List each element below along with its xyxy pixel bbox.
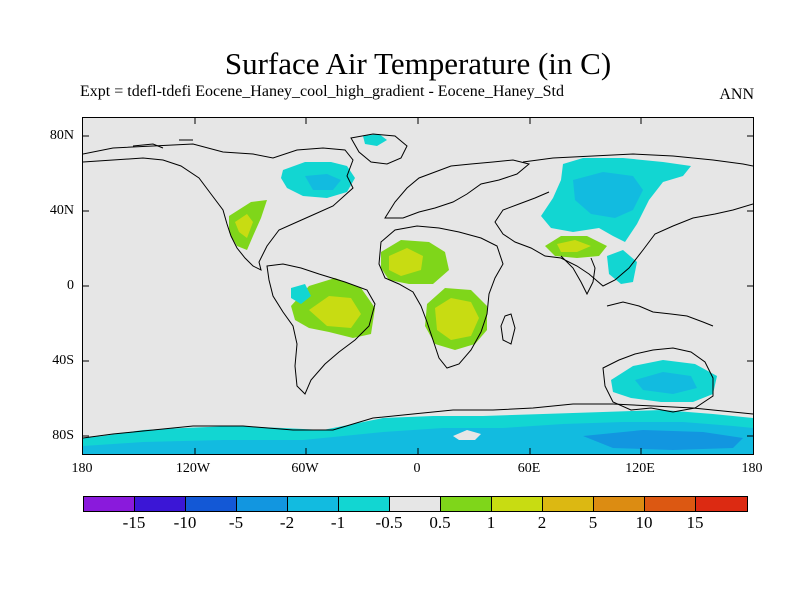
anomaly-cool-arctic-dot (363, 134, 387, 146)
colorbar-label-2: -10 (173, 513, 197, 532)
colorbar-box-3 (186, 497, 237, 511)
lat-label-80n: 80N (49, 128, 74, 143)
map-canvas (83, 118, 753, 454)
coastline-antarctica (83, 403, 753, 439)
lon-label-60w: 60W (291, 461, 319, 476)
lon-label-60e: 60E (517, 461, 541, 476)
anomaly-cool-se-asia (607, 250, 637, 284)
colorbar-box-8 (441, 497, 492, 511)
coastline-africa (378, 225, 504, 369)
coastline-madagascar (500, 313, 516, 345)
colorbar-label-7: 0.5 (429, 513, 451, 532)
coastline-australia (602, 347, 714, 413)
anomaly-warm-south-america-core (309, 296, 361, 328)
anomaly-neutral-patch (453, 430, 481, 440)
lat-label-80s: 80S (52, 428, 74, 443)
coastline-south-america (266, 263, 376, 395)
lon-label-0: 0 (413, 461, 421, 476)
anomaly-warm-western-north-america-core (235, 214, 253, 238)
lon-label-180e: 180 (741, 461, 763, 476)
anomaly-cool-south-atlantic (291, 284, 311, 304)
colorbar-label-11: 10 (635, 513, 653, 532)
colorbar (83, 496, 748, 512)
coastline-greenland (350, 133, 408, 165)
coastline-asia (494, 153, 753, 287)
temperature-map (82, 117, 754, 455)
colorbar-label-8: 1 (486, 513, 496, 532)
lat-label-0: 0 (67, 278, 74, 293)
lat-label-40s: 40S (52, 353, 74, 368)
coastline-india (560, 255, 596, 296)
season-label: ANN (719, 86, 754, 103)
colorbar-box-7 (390, 497, 441, 511)
lon-label-180w: 180 (71, 461, 93, 476)
lon-label-120w: 120W (175, 461, 211, 476)
colorbar-box-11 (594, 497, 645, 511)
colorbar-label-3: -5 (228, 513, 244, 532)
colorbar-box-4 (237, 497, 288, 511)
lat-label-40n: 40N (49, 203, 74, 218)
lon-label-120e: 120E (625, 461, 655, 476)
coastlines (83, 133, 753, 439)
frame-ticks (83, 118, 753, 454)
colorbar-box-10 (543, 497, 594, 511)
anomaly-cool-north-america-core (305, 174, 341, 190)
anomaly-cool-siberia-east-asia-core (573, 172, 643, 218)
coastline-indonesia (606, 301, 714, 327)
colorbar-label-5: -1 (330, 513, 346, 532)
colorbar-box-1 (84, 497, 135, 511)
colorbar-box-5 (288, 497, 339, 511)
anomaly-warm-south-asia-core (557, 240, 591, 252)
coastline-north-america (83, 143, 354, 271)
colorbar-box-12 (645, 497, 696, 511)
colorbar-label-6: -0.5 (375, 513, 403, 532)
colorbar-label-12: 15 (686, 513, 704, 532)
colorbar-box-13 (696, 497, 747, 511)
experiment-subtitle: Expt = tdefl-tdefi Eocene_Haney_cool_hig… (80, 83, 564, 100)
anomaly-cool-australia-core (635, 372, 697, 394)
colorbar-box-6 (339, 497, 390, 511)
anomaly-warm-central-africa-core (435, 298, 479, 340)
anomaly-warm-west-africa-core (389, 248, 423, 276)
colorbar-box-9 (492, 497, 543, 511)
map-title: Surface Air Temperature (in C) (224, 46, 612, 81)
colorbar-label-10: 5 (588, 513, 598, 532)
anomaly-cool-antarctic-core (83, 422, 753, 454)
colorbar-box-2 (135, 497, 186, 511)
coastline-alaska-islands (132, 139, 193, 149)
anomaly-cool-antarctic-deep (583, 430, 743, 450)
colorbar-label-1: -15 (122, 513, 146, 532)
coastline-europe (384, 159, 531, 219)
colorbar-label-4: -2 (279, 513, 295, 532)
colorbar-label-9: 2 (537, 513, 547, 532)
